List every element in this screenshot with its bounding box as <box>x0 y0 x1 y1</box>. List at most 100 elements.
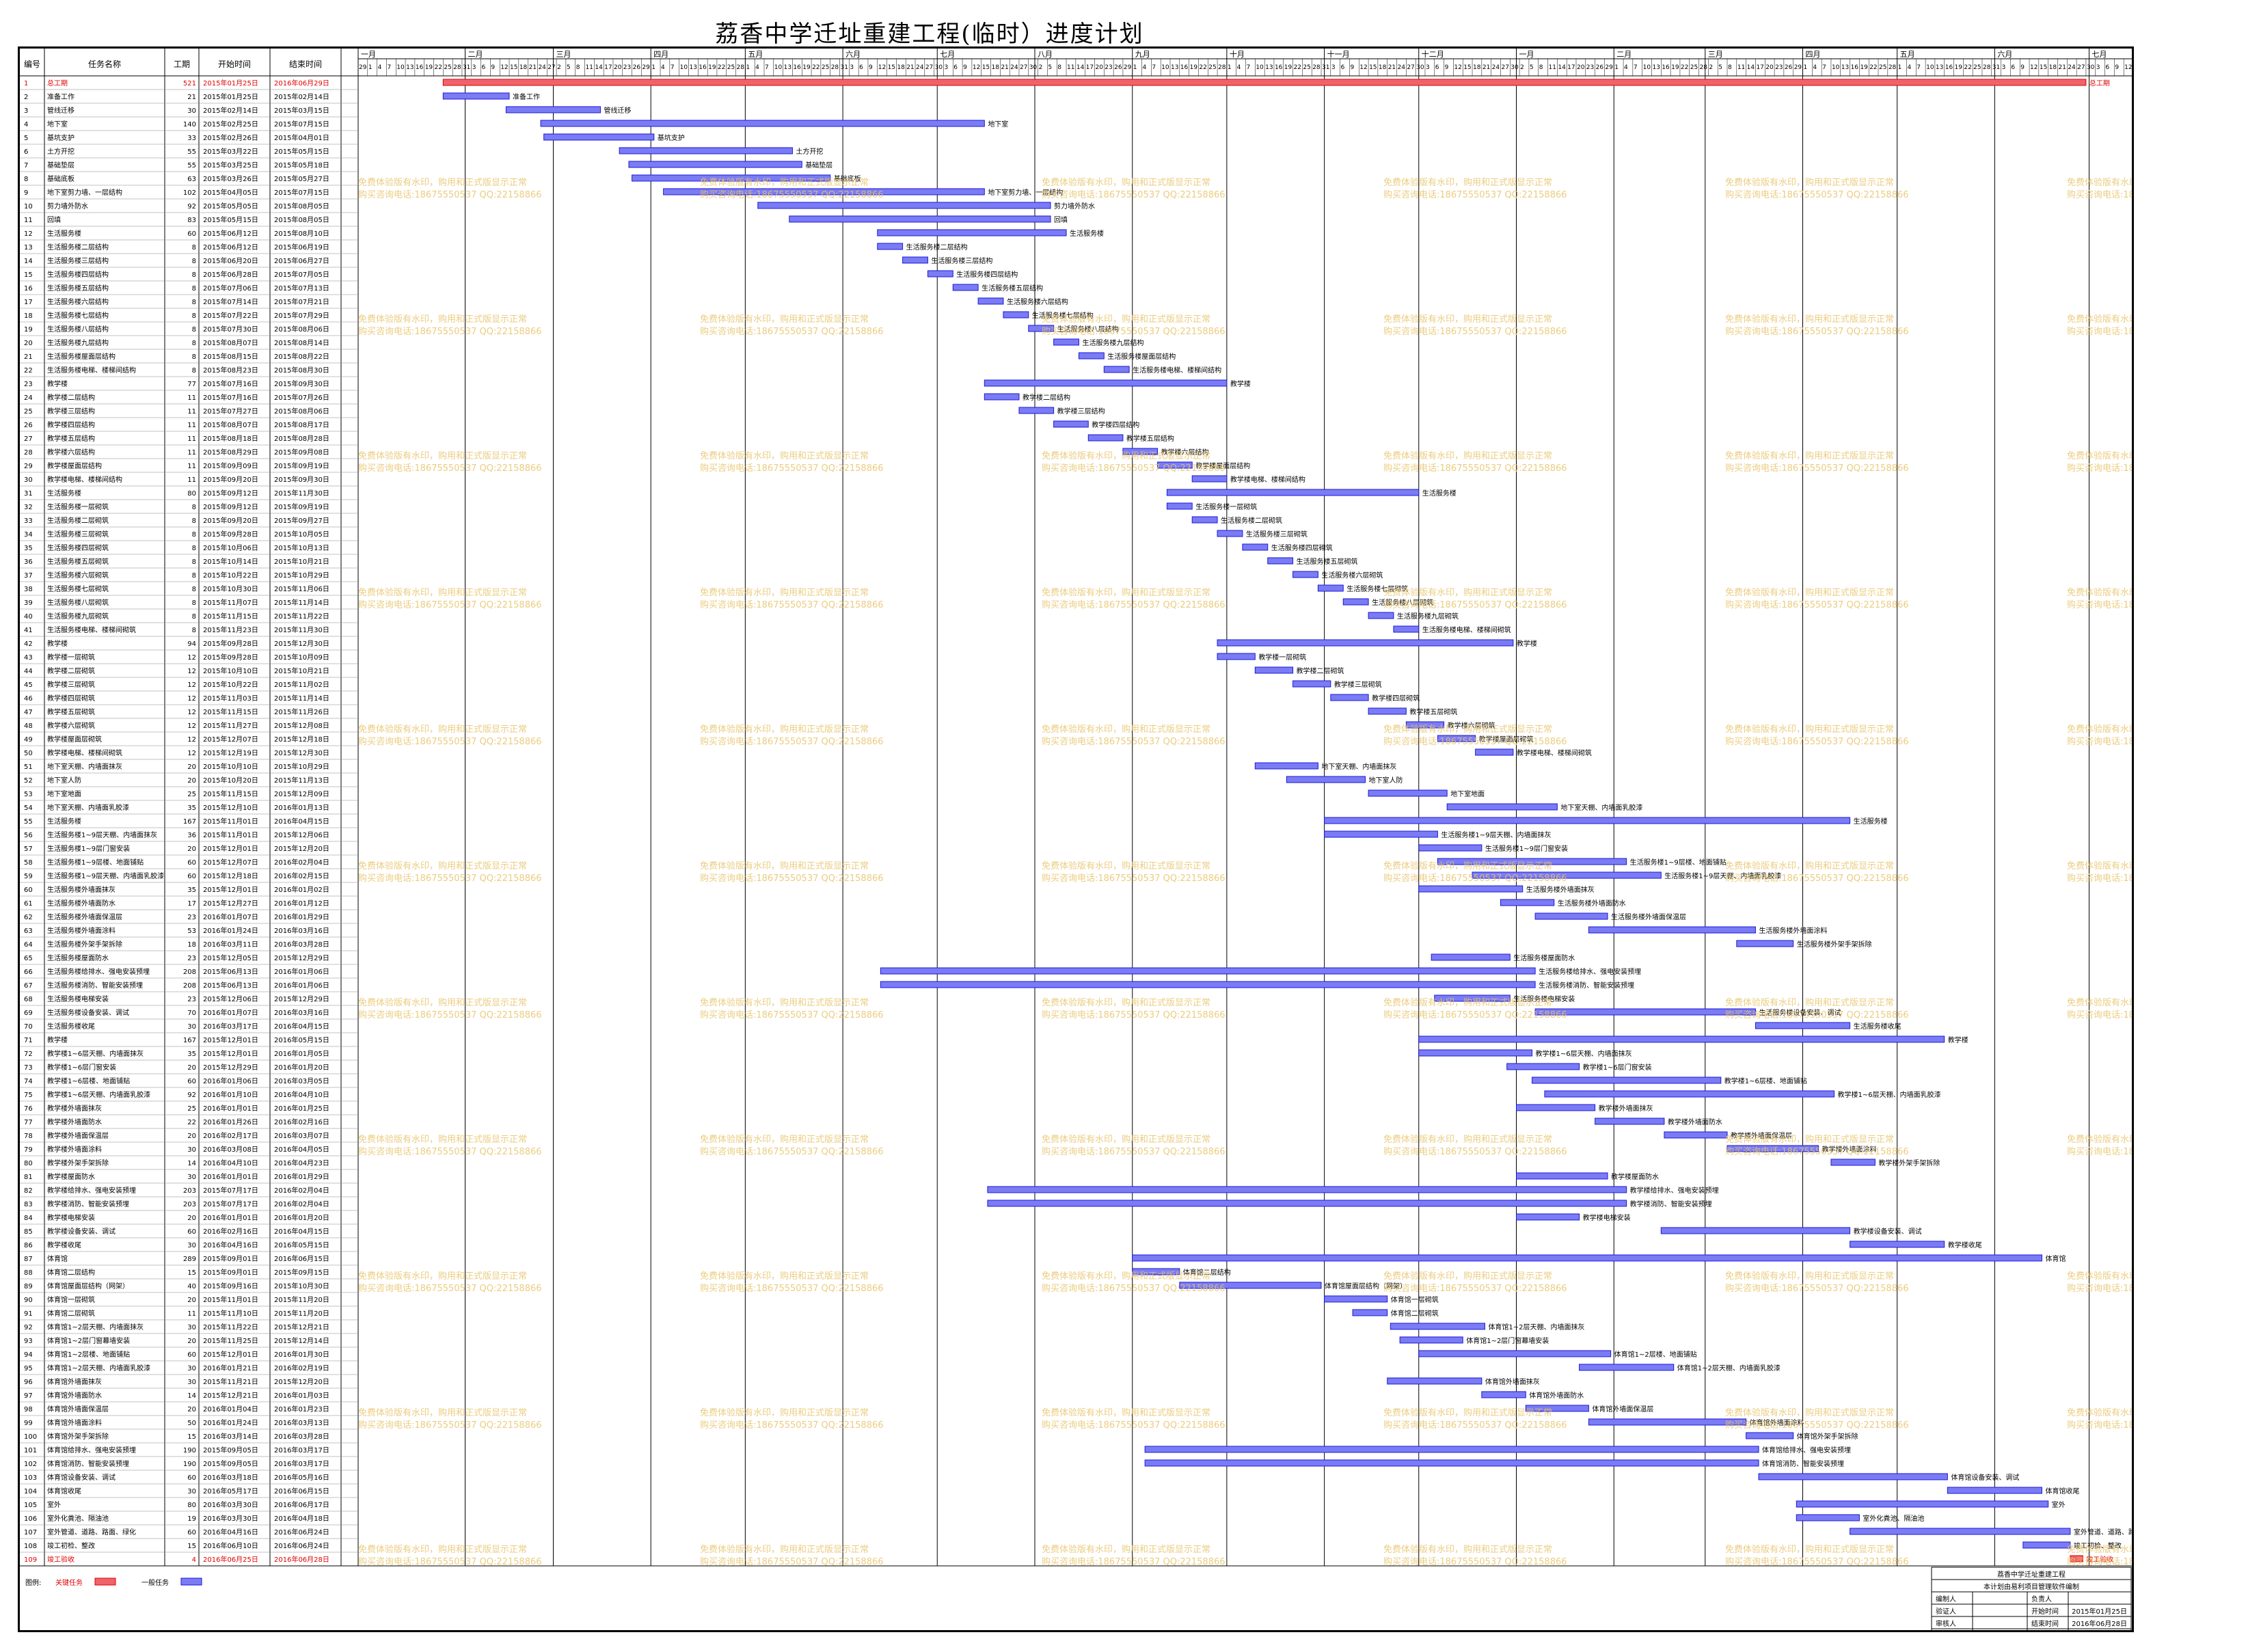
day-tick-label: 1 <box>1614 64 1619 71</box>
watermark-line: 免费体验版有水印，购用和正式版显示正常 <box>358 1134 527 1145</box>
task-bar <box>1544 1090 1835 1098</box>
task-start: 2016年02月16日 <box>203 1227 258 1236</box>
task-start: 2016年06月25日 <box>203 1555 258 1564</box>
legend-normal-label: 一般任务 <box>141 1578 169 1587</box>
task-bar <box>1588 926 1756 934</box>
task-duration: 12 <box>187 668 196 675</box>
watermark-line: 购买咨询电话:18675550537 QQ:22158866 <box>1383 463 1567 474</box>
day-tick-label: 27 <box>547 64 555 71</box>
task-end: 2015年12月29日 <box>274 953 329 962</box>
task-duration: 521 <box>183 80 196 87</box>
day-tick-label: 17 <box>604 64 612 71</box>
day-tick-label: 3 <box>1426 64 1430 71</box>
watermark-line: 购买咨询电话:18675550537 QQ:22158866 <box>1725 1010 1909 1020</box>
task-name: 教学楼外墙面涂料 <box>47 1145 102 1154</box>
task-bar-label: 生活服务楼二层砌筑 <box>1221 516 1282 525</box>
task-start: 2015年07月27日 <box>203 407 258 416</box>
task-id: 108 <box>24 1543 37 1550</box>
task-end: 2015年10月09日 <box>274 653 329 662</box>
watermark-line: 免费体验版有水印，购用和正式版显示正常 <box>1725 314 1894 325</box>
day-tick-label: 16 <box>699 64 707 71</box>
watermark-line: 免费体验版有水印，购用和正式版显示正常 <box>700 587 869 598</box>
watermark-line: 购买咨询电话:18675550537 QQ:22158866 <box>1725 873 1909 884</box>
task-id: 54 <box>24 804 33 812</box>
task-start: 2015年09月09日 <box>203 461 258 470</box>
task-bar <box>1434 994 1511 1002</box>
watermark-line: 购买咨询电话:18675550537 QQ:22158866 <box>700 1420 884 1431</box>
task-bar <box>1292 571 1318 578</box>
day-tick-label: 13 <box>1841 64 1849 71</box>
task-end: 2016年03月28日 <box>274 940 329 949</box>
day-tick-label: 17 <box>1567 64 1575 71</box>
day-tick-label: 23 <box>623 64 631 71</box>
month-label-1: 一月 <box>361 50 376 59</box>
task-duration: 8 <box>192 326 196 334</box>
task-end: 2015年08月22日 <box>274 352 329 361</box>
day-tick-label: 1 <box>368 64 373 71</box>
day-tick-label: 19 <box>708 64 716 71</box>
task-duration: 8 <box>192 558 196 566</box>
task-id: 52 <box>24 777 33 785</box>
task-duration: 30 <box>187 1242 196 1249</box>
task-bar-label: 生活服务楼五层砌筑 <box>1297 557 1358 566</box>
watermark-line: 免费体验版有水印，购用和正式版显示正常 <box>1042 587 1210 598</box>
day-tick-label: 19 <box>1284 64 1292 71</box>
task-id: 98 <box>24 1406 33 1413</box>
task-end: 2016年02月04日 <box>274 1186 329 1195</box>
task-bar-label: 教学楼三层结构 <box>1057 407 1105 416</box>
day-tick-label: 25 <box>1690 64 1698 71</box>
task-bar <box>1053 420 1089 428</box>
day-tick-label: 30 <box>1029 64 1038 71</box>
task-id: 105 <box>24 1502 37 1509</box>
task-bar-label: 体育馆外墙面抹灰 <box>1485 1377 1540 1386</box>
task-name: 生活服务楼三层结构 <box>47 256 109 265</box>
task-end: 2015年10月21日 <box>274 666 329 675</box>
day-tick-label: 12 <box>2124 64 2132 71</box>
task-end: 2016年06月29日 <box>274 79 329 87</box>
task-start: 2015年12月07日 <box>203 858 258 867</box>
task-name: 生活服务楼外墙面涂料 <box>47 926 116 935</box>
task-start: 2015年06月13日 <box>203 967 258 976</box>
task-bar-label: 生活服务楼外墙面保温层 <box>1611 912 1686 921</box>
task-end: 2015年06月27日 <box>274 256 329 265</box>
task-bar <box>1028 325 1055 332</box>
task-name: 总工期 <box>47 79 68 87</box>
task-duration: 11 <box>187 1310 196 1318</box>
task-duration: 208 <box>183 969 196 976</box>
task-start: 2015年11月23日 <box>203 625 258 634</box>
task-name: 教学楼四层砌筑 <box>47 694 95 703</box>
task-id: 1 <box>24 80 28 87</box>
day-tick-label: 4 <box>755 64 759 71</box>
task-start: 2015年10月10日 <box>203 666 258 675</box>
task-name: 教学楼1~6层天棚、内墙面乳胶漆 <box>47 1090 150 1099</box>
task-bar-label: 生活服务楼电梯、楼梯间砌筑 <box>1422 625 1511 634</box>
task-start: 2016年03月30日 <box>203 1514 258 1523</box>
task-id: 74 <box>24 1078 33 1085</box>
day-tick-label: 29 <box>1124 64 1132 71</box>
column-header: 工期 <box>174 59 190 69</box>
day-tick-label: 24 <box>916 64 924 71</box>
day-tick-label: 2 <box>1039 64 1043 71</box>
task-name: 生活服务楼 <box>47 817 81 826</box>
task-start: 2016年01月06日 <box>203 1076 258 1085</box>
task-start: 2015年09月01日 <box>203 1254 258 1263</box>
task-end: 2015年08月05日 <box>274 202 329 211</box>
task-start: 2015年02月14日 <box>203 106 258 115</box>
task-name: 室外 <box>47 1500 61 1509</box>
task-id: 48 <box>24 722 33 730</box>
task-start: 2015年03月25日 <box>203 161 258 170</box>
task-name: 生活服务楼五层砌筑 <box>47 557 109 566</box>
task-bar <box>984 393 1020 401</box>
watermark-line: 免费体验版有水印，购用和正式版显示正常 <box>1725 1134 1894 1145</box>
day-tick-label: 4 <box>378 64 382 71</box>
task-bar <box>1532 1076 1722 1084</box>
task-name: 室外化粪池、隔油池 <box>47 1514 109 1523</box>
task-bar-label: 生活服务楼三层结构 <box>931 256 992 265</box>
task-bar-label: 体育馆 <box>2045 1254 2066 1263</box>
task-end: 2015年12月30日 <box>274 748 329 757</box>
titleblock-software: 本计划由易利项目管理软件编制 <box>1984 1582 2079 1591</box>
task-bar-label: 教学楼外墙面保温层 <box>1731 1131 1792 1140</box>
watermark-line: 购买咨询电话:18675550537 QQ:22158866 <box>1725 1420 1909 1431</box>
task-start: 2015年05月05日 <box>203 202 258 211</box>
task-bar-label: 生活服务楼外墙面防水 <box>1558 899 1626 908</box>
